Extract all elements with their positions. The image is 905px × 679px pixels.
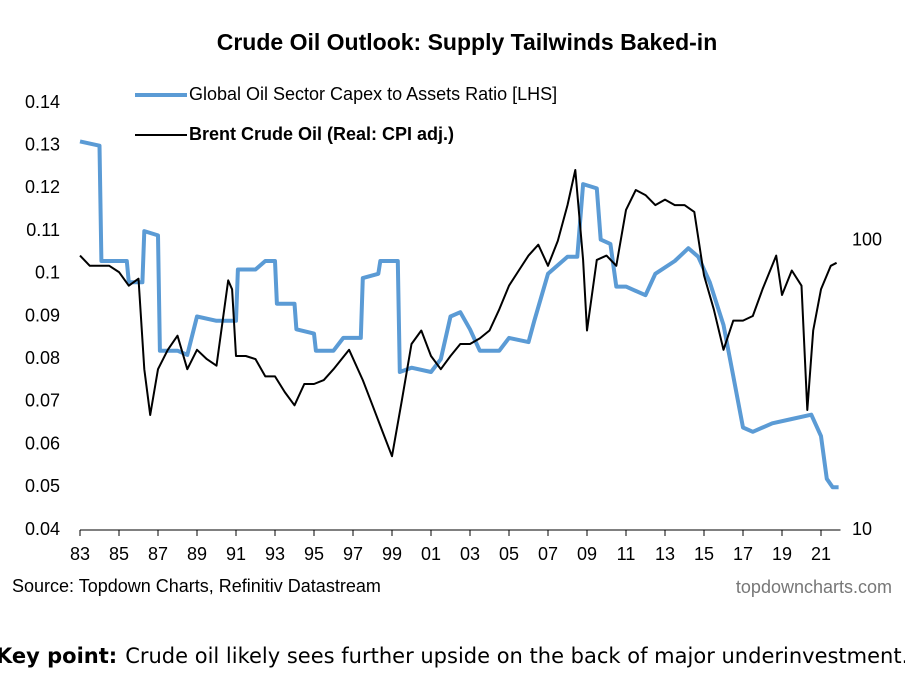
x-tick-label: 99 — [382, 544, 402, 564]
chart: Crude Oil Outlook: Supply Tailwinds Bake… — [12, 29, 892, 597]
x-tick-label: 89 — [187, 544, 207, 564]
legend-label: Brent Crude Oil (Real: CPI adj.) — [189, 124, 454, 144]
x-tick-label: 87 — [148, 544, 168, 564]
y-tick-label: 0.11 — [26, 220, 60, 240]
x-tick-label: 13 — [655, 544, 675, 564]
x-tick-label: 93 — [265, 544, 285, 564]
x-tick-label: 97 — [343, 544, 363, 564]
x-tick-label: 19 — [772, 544, 792, 564]
legend-label: Global Oil Sector Capex to Assets Ratio … — [189, 84, 557, 104]
y-tick-label: 0.04 — [25, 519, 60, 539]
watermark: topdowncharts.com — [736, 577, 892, 597]
key-point-label: Key point: — [0, 644, 118, 668]
x-tick-label: 85 — [109, 544, 129, 564]
x-tick-label: 17 — [733, 544, 753, 564]
x-tick-label: 01 — [421, 544, 441, 564]
y-tick-label: 0.09 — [25, 305, 60, 325]
key-point: Key point: Crude oil likely sees further … — [0, 644, 905, 668]
chart-title: Crude Oil Outlook: Supply Tailwinds Bake… — [217, 29, 718, 55]
y-tick-label: 0.05 — [25, 476, 60, 496]
y2-tick-label: 100 — [852, 230, 882, 250]
x-tick-label: 83 — [70, 544, 90, 564]
key-point-text: Crude oil likely sees further upside on … — [125, 644, 905, 668]
y-tick-label: 0.13 — [25, 134, 60, 154]
x-tick-label: 21 — [811, 544, 831, 564]
source: Source: Topdown Charts, Refinitiv Datast… — [12, 576, 381, 596]
x-tick-label: 95 — [304, 544, 324, 564]
x-tick-label: 91 — [226, 544, 246, 564]
x-tick-label: 07 — [538, 544, 558, 564]
x-tick-label: 09 — [577, 544, 597, 564]
x-tick-label: 11 — [617, 544, 636, 564]
series-line — [79, 169, 838, 458]
series-line — [79, 139, 839, 490]
x-tick-label: 03 — [460, 544, 480, 564]
y-tick-label: 0.08 — [25, 348, 60, 368]
y-tick-label: 0.14 — [25, 92, 60, 112]
y2-tick-label: 10 — [852, 519, 872, 539]
y-tick-label: 0.06 — [25, 433, 60, 453]
y-tick-label: 0.07 — [25, 391, 60, 411]
y-tick-label: 0.1 — [35, 263, 60, 283]
y-tick-label: 0.12 — [25, 177, 60, 197]
x-tick-label: 05 — [499, 544, 519, 564]
x-tick-label: 15 — [694, 544, 714, 564]
